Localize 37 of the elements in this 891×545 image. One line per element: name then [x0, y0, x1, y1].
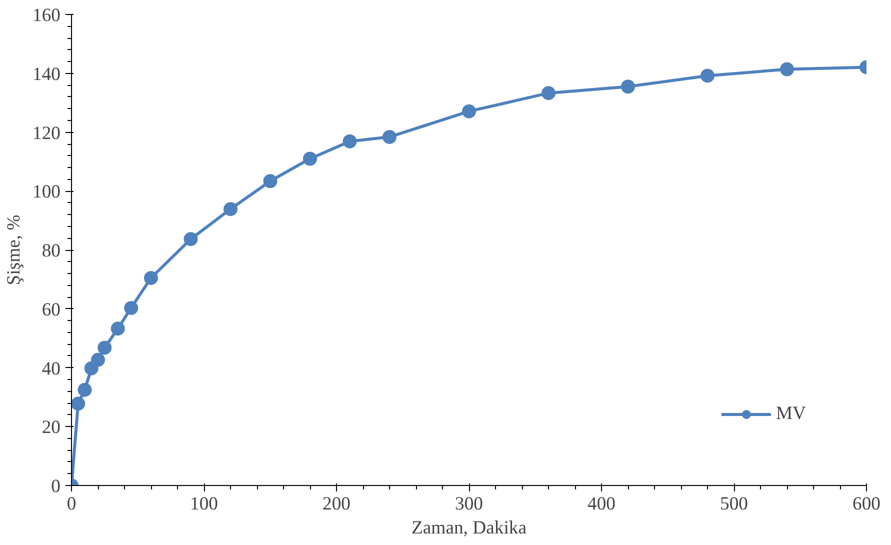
y-tick-label: 20: [42, 417, 60, 438]
y-tick-label: 0: [51, 476, 60, 497]
point: [382, 130, 396, 144]
point: [462, 104, 476, 118]
point: [224, 202, 238, 216]
point: [621, 80, 635, 94]
point: [342, 134, 357, 148]
x-tick-label: 100: [190, 494, 218, 514]
y-tick-label: 100: [32, 182, 60, 203]
y-tick-label: 40: [42, 358, 60, 380]
y-tick-label: 160: [32, 5, 60, 26]
y-tick-label: 120: [32, 122, 60, 144]
point: [124, 301, 138, 315]
point: [542, 86, 556, 100]
point: [110, 322, 125, 336]
y-tick-label: 80: [42, 240, 60, 262]
x-tick-label: 600: [852, 494, 880, 514]
x-axis-title: Zaman, Dakika: [412, 518, 528, 538]
point: [263, 174, 278, 188]
point: [91, 352, 105, 367]
y-tick-label: 140: [32, 64, 60, 85]
point: [700, 68, 714, 83]
point: [78, 382, 92, 397]
x-tick-label: 200: [322, 494, 350, 514]
y-tick-label: 60: [42, 299, 60, 320]
x-tick-label: 500: [720, 494, 748, 514]
x-tick-label: 300: [455, 494, 483, 514]
y-axis-title: Şişme, %: [4, 214, 25, 286]
point: [72, 396, 86, 411]
point: [780, 62, 794, 76]
x-tick-label: 0: [66, 494, 76, 514]
point: [303, 152, 317, 166]
point: [184, 232, 198, 246]
point: [144, 270, 158, 285]
x-tick-label: 400: [588, 494, 616, 514]
legend-label: MV: [776, 403, 806, 425]
point: [98, 340, 112, 355]
